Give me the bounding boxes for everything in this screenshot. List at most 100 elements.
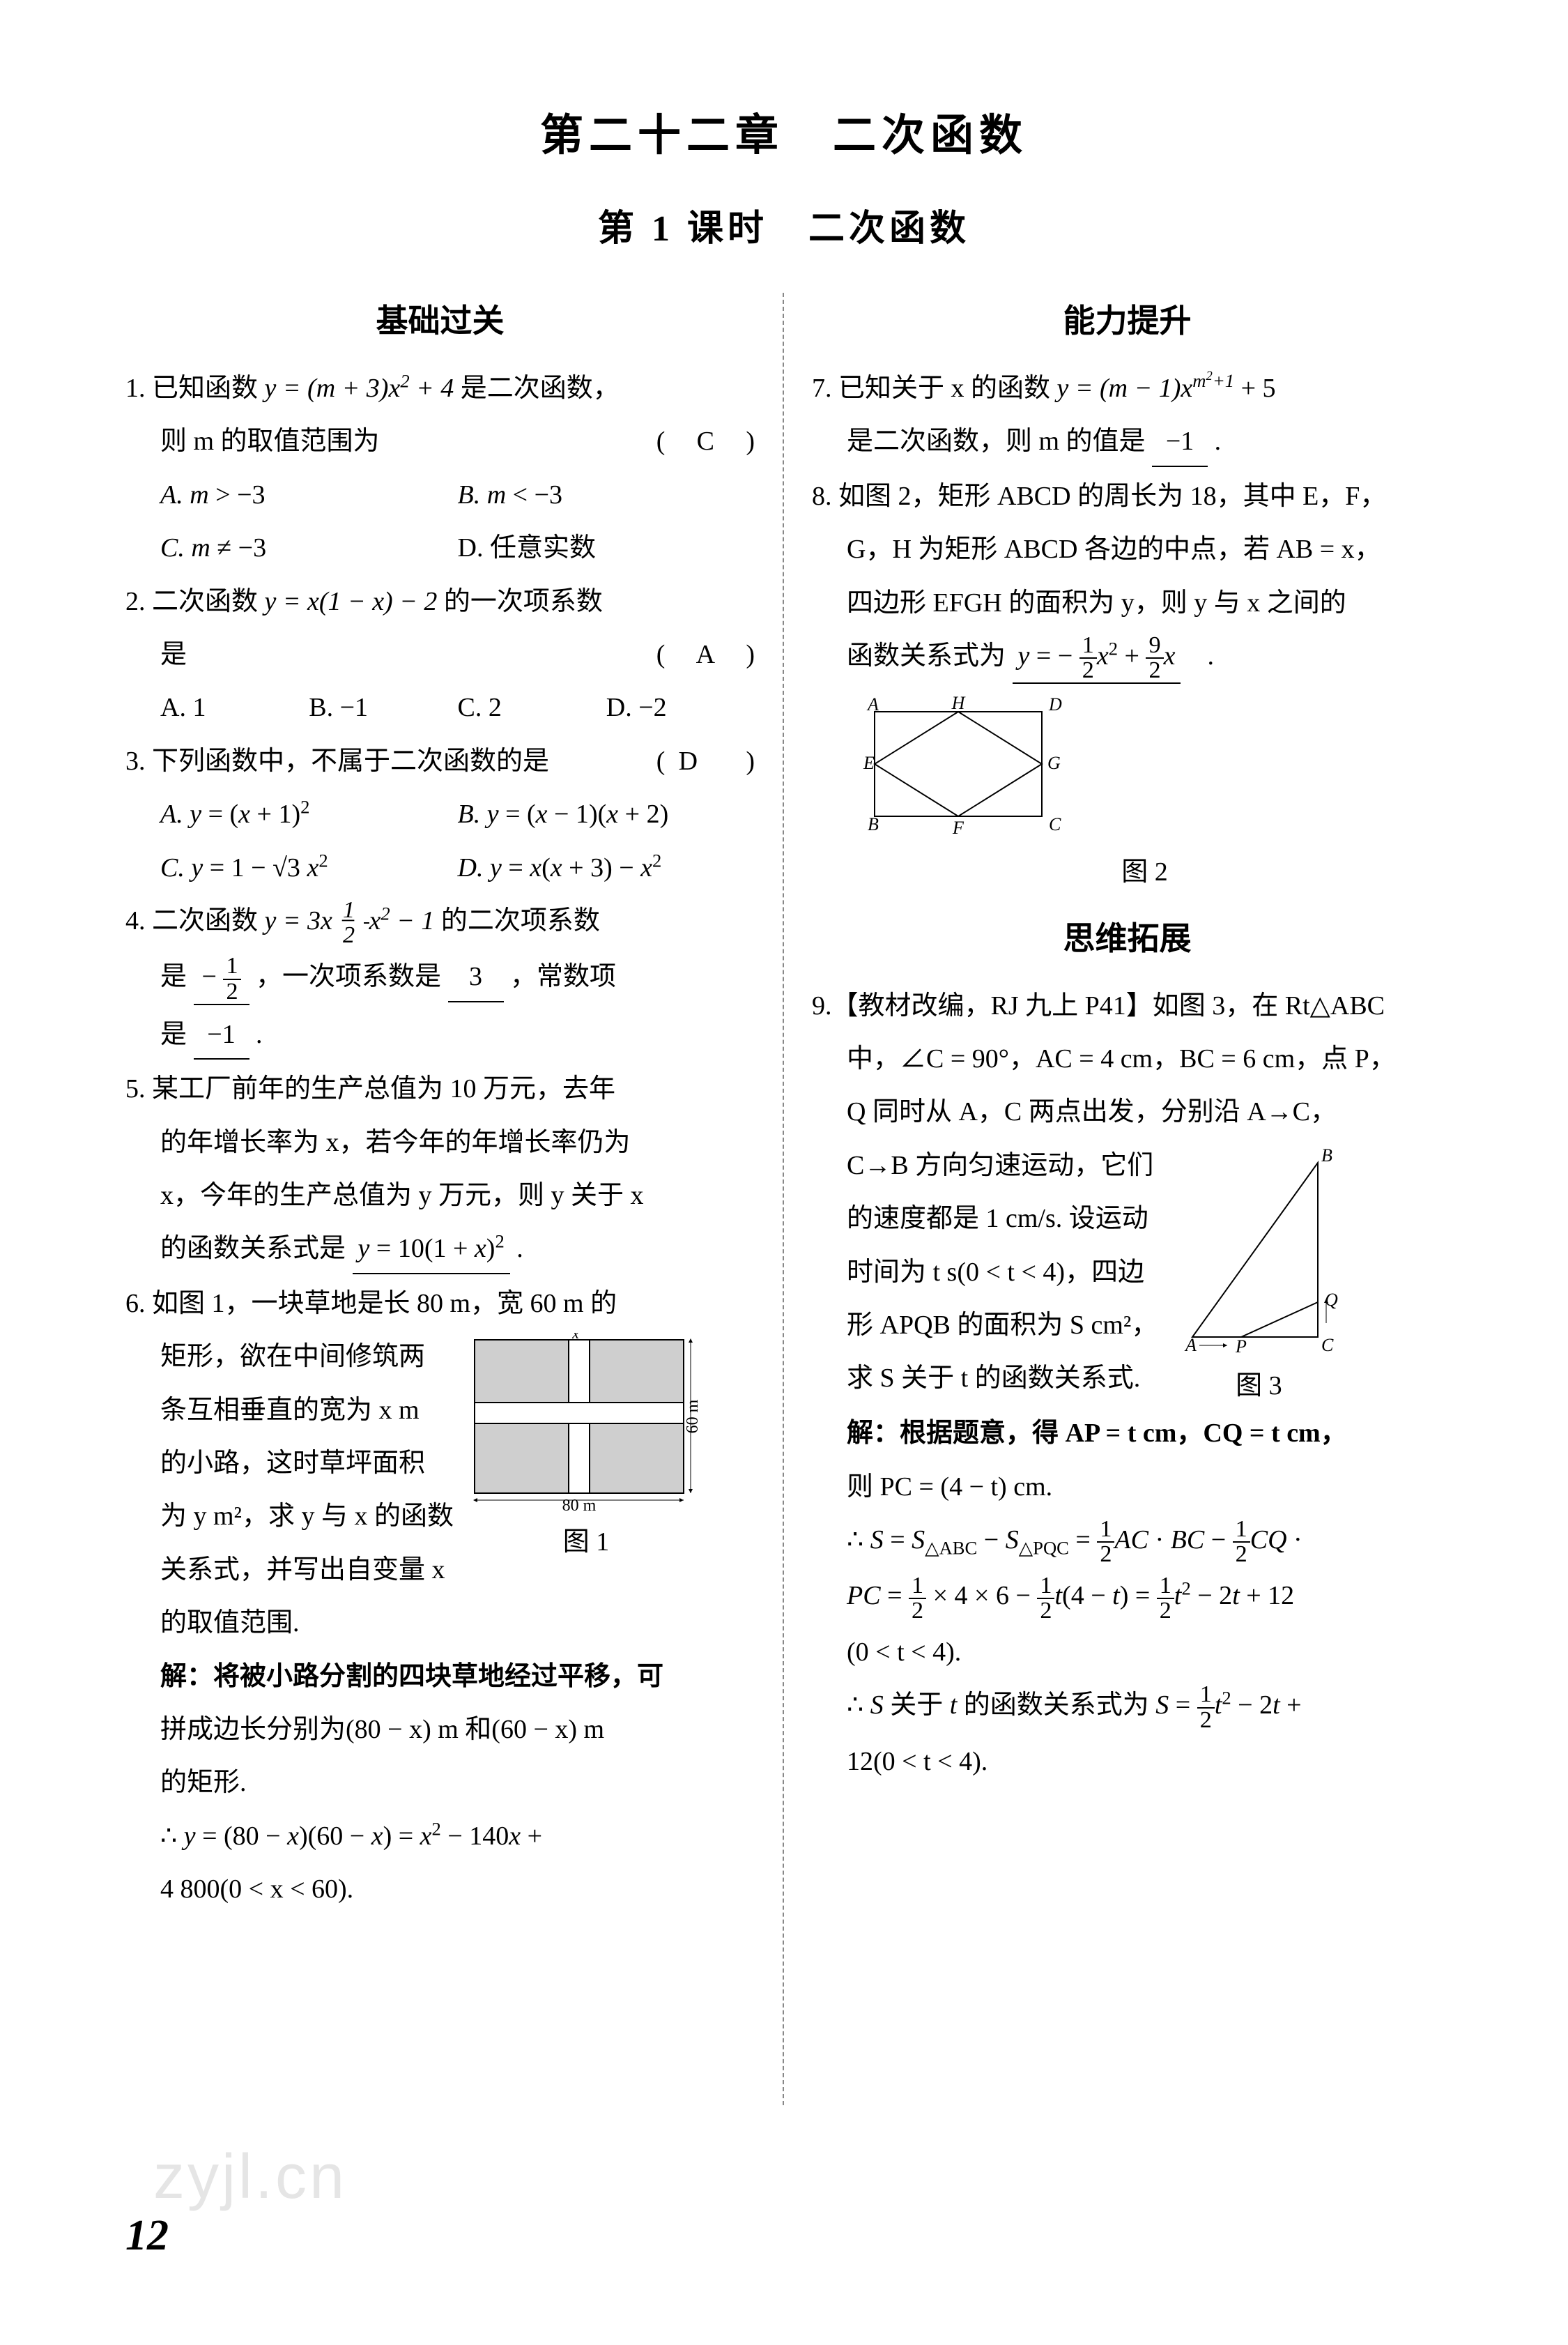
q5-ans: y = 10(1 + x)2 [353,1225,510,1274]
q3-answer: ( D ) [691,738,755,785]
q9-l1: 9.【教材改编，RJ 九上 P41】如图 3，在 Rt△ABC [812,982,1443,1030]
q6-l2: 矩形，欲在中间修筑两 [160,1333,454,1380]
q3-opts-cd: C. y = 1 − √3 x2 D. y = x(x + 3) − x2 [125,844,755,892]
q4-line3: 是 −1 . [125,1011,755,1060]
q9-sol5: (0 < t < 4). [812,1628,1443,1676]
q4-ans2: 3 [448,953,504,1002]
q9-sol1: 解：根据题意，得 AP = t cm，CQ = t cm， [812,1410,1443,1457]
q6-caption: 图 1 [468,1518,705,1566]
q8-caption: 图 2 [847,848,1443,896]
q6-figure: x 60 m 80 m 图 1 [468,1333,705,1566]
q4-l2c: ，常数项 [510,962,616,991]
svg-text:B: B [1321,1145,1332,1166]
q2-opt-d: D. −2 [606,684,755,731]
svg-text:P: P [1235,1336,1247,1357]
q1-expr: y = (m + 3)x2 + 4 [265,374,454,403]
q7-l1: 7. 已知关于 x 的函数 y = (m − 1)xm2+1 + 5 [812,365,1443,412]
q6-l1: 6. 如图 1，一块草地是长 80 m，宽 60 m 的 [125,1280,755,1327]
q2-stem-b: 的一次项系数 [437,587,603,616]
q1-opts-cd: C. m ≠ −3 D. 任意实数 [125,524,755,572]
q1-opt-d: D. 任意实数 [458,524,755,572]
chapter-title: 第二十二章 二次函数 [125,98,1443,176]
q4-expr: y = 3x − 12x2 − 1 [265,906,435,935]
q4-l3b: . [256,1020,263,1049]
q8-l1: 8. 如图 2，矩形 ABCD 的周长为 18，其中 E，F， [812,473,1443,520]
q5-l1: 5. 某工厂前年的生产总值为 10 万元，去年 [125,1065,755,1113]
q1-cont: 则 m 的取值范围为 ( C ) [125,418,755,465]
q2-cont: 是 ( A ) [125,631,755,678]
q3-opt-b: B. y = (x − 1)(x + 2) [458,790,755,838]
q5-l3: x，今年的生产总值为 y 万元，则 y 关于 x [125,1172,755,1219]
watermark: zyjl.cn [153,2121,347,2233]
q9-l3: Q 同时从 A，C 两点出发，分别沿 A→C， [812,1088,1443,1136]
q9-l5: 的速度都是 1 cm/s. 设运动 [847,1195,1158,1242]
q1: 1. 已知函数 y = (m + 3)x2 + 4 是二次函数， [125,365,755,412]
q1-stem-b: 是二次函数， [454,374,620,403]
q9-fig-block: C→B 方向匀速运动，它们 的速度都是 1 cm/s. 设运动 时间为 t s(… [812,1142,1443,1410]
q6-sol4: ∴ y = (80 − x)(60 − x) = x2 − 140x + [125,1812,755,1860]
columns-container: 基础过关 1. 已知函数 y = (m + 3)x2 + 4 是二次函数， 则 … [125,293,1443,2105]
q4-line2: 是 − 12 ，一次项系数是 3 ，常数项 [125,953,755,1005]
q8-l2: G，H 为矩形 ABCD 各边的中点，若 AB = x， [812,526,1443,573]
q9-l4: C→B 方向匀速运动，它们 [847,1142,1158,1189]
q5-l4a: 的函数关系式是 [160,1234,346,1263]
q6-sol2: 拼成边长分别为(80 − x) m 和(60 − x) m [125,1706,755,1753]
q5-l2: 的年增长率为 x，若今年的年增长率仍为 [125,1119,755,1166]
lesson-title: 第 1 课时 二次函数 [125,197,1443,262]
q4-ans1: − 12 [194,953,249,1005]
q3-opts-ab: A. y = (x + 1)2 B. y = (x − 1)(x + 2) [125,790,755,838]
q6-fig-block: 矩形，欲在中间修筑两 条互相垂直的宽为 x m 的小路，这时草坪面积 为 y m… [125,1333,755,1599]
q6-l3: 条互相垂直的宽为 x m [160,1387,454,1434]
q2: 2. 二次函数 y = x(1 − x) − 2 的一次项系数 [125,578,755,625]
q9-text-col: C→B 方向匀速运动，它们 的速度都是 1 cm/s. 设运动 时间为 t s(… [847,1142,1158,1408]
q8-ans: y = − 12x2 + 92x [1013,632,1181,684]
q9-sol4: PC = 12 × 4 × 6 − 12t(4 − t) = 12t2 − 2t… [812,1572,1443,1622]
q4-l2b: ，一次项系数是 [256,962,441,991]
left-column: 基础过关 1. 已知函数 y = (m + 3)x2 + 4 是二次函数， 则 … [125,293,784,2105]
q9-l8: 求 S 关于 t 的函数关系式. [847,1354,1158,1402]
q5-l4b: . [516,1234,523,1263]
q6-l7: 的取值范围. [125,1599,755,1647]
q6-l4: 的小路，这时草坪面积 [160,1439,454,1487]
svg-text:E: E [863,753,875,773]
q2-expr: y = x(1 − x) − 2 [265,587,438,616]
q1-answer: ( C ) [656,418,755,465]
q1-stem-a: 1. 已知函数 [125,374,265,403]
q4-l2a: 是 [160,962,187,991]
q6-l6: 关系式，并写出自变量 x [160,1546,454,1594]
q3-opt-d: D. y = x(x + 3) − x2 [458,844,755,892]
q1-opts-ab: A. m > −3 B. m < −3 [125,471,755,519]
q2-opt-c: C. 2 [458,684,606,731]
q9-sol2: 则 PC = (4 − t) cm. [812,1463,1443,1511]
q9-sol7: 12(0 < t < 4). [812,1738,1443,1785]
svg-text:Q: Q [1325,1290,1338,1310]
q2-stem-a: 2. 二次函数 [125,587,265,616]
q2-stem-c: 是 [160,640,187,669]
q4-stem-a: 4. 二次函数 [125,906,265,935]
svg-text:A: A [866,694,879,715]
q3-opt-c: C. y = 1 − √3 x2 [160,844,458,892]
q9-l7: 形 APQB 的面积为 S cm²， [847,1301,1158,1349]
q7-ans: −1 [1152,418,1208,466]
q8-figure: A H D E G B F C 图 2 [812,691,1443,896]
q9-caption: 图 3 [1171,1362,1346,1410]
page-number: 12 [125,2197,169,2275]
q3: 3. 下列函数中，不属于二次函数的是 ( D ) [125,738,755,785]
q1-opt-a: A. m > −3 [160,471,458,519]
svg-text:80 m: 80 m [562,1497,597,1514]
q4-ans3: −1 [194,1011,249,1060]
svg-text:C: C [1049,814,1061,834]
q4-l3a: 是 [160,1020,187,1049]
q4: 4. 二次函数 y = 3x − 12x2 − 1 的二次项系数 [125,897,755,947]
q9-l6: 时间为 t s(0 < t < 4)，四边 [847,1248,1158,1296]
q6-l5: 为 y m²，求 y 与 x 的函数 [160,1492,454,1540]
q8-l4-text: 函数关系式为 [847,641,1006,671]
q1-stem-c: 则 m 的取值范围为 [160,427,380,456]
q9-figure: A B C P Q 图 3 [1171,1142,1346,1410]
svg-text:B: B [868,814,879,834]
svg-text:x: x [571,1333,579,1342]
q4-stem-b: 的二次项系数 [434,906,600,935]
svg-text:C: C [1321,1335,1334,1355]
q2-opts: A. 1 B. −1 C. 2 D. −2 [125,684,755,731]
q5-l4: 的函数关系式是 y = 10(1 + x)2 . [125,1225,755,1274]
